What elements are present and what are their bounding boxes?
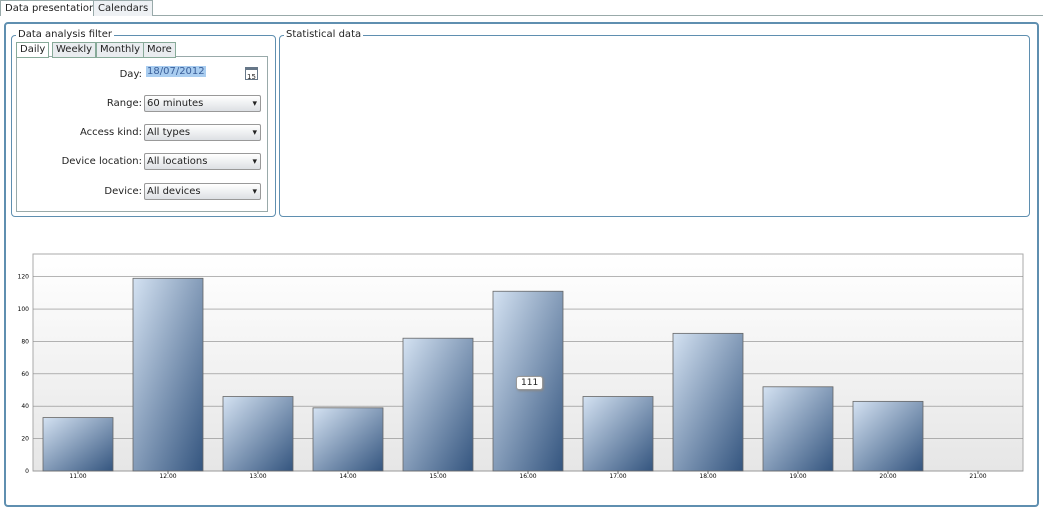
tab[interactable]: Calendars xyxy=(93,0,154,16)
dropdown[interactable]: All types xyxy=(144,124,261,141)
y-tick-label: 120 xyxy=(18,274,30,281)
x-tick-label: 16.00 xyxy=(519,473,536,480)
bar xyxy=(762,386,834,472)
x-tick-label: 15.00 xyxy=(429,473,446,480)
bar xyxy=(582,396,654,472)
filter-group: Data analysis filter xyxy=(11,29,276,217)
date-input[interactable]: 18/07/2012 xyxy=(146,66,206,77)
group-title: Statistical data xyxy=(284,29,364,40)
filter-tab[interactable]: Weekly xyxy=(52,42,97,58)
bar xyxy=(852,400,924,472)
x-tick-label: 11.00 xyxy=(69,473,86,480)
statistics-group: Statistical data xyxy=(279,29,1030,217)
x-tick-label: 13.00 xyxy=(249,473,266,480)
dropdown[interactable]: 60 minutes xyxy=(144,95,261,112)
field-label: Device: xyxy=(104,186,142,197)
field-label: Range: xyxy=(106,98,142,109)
bar xyxy=(222,396,294,472)
y-tick-label: 100 xyxy=(18,306,30,313)
x-tick-label: 14.00 xyxy=(339,473,356,480)
bar xyxy=(312,407,384,472)
x-tick-label: 21.00 xyxy=(969,473,986,480)
filter-tab[interactable]: Daily xyxy=(16,42,50,58)
y-tick-label: 60 xyxy=(21,371,29,378)
bar xyxy=(672,332,744,472)
calendar-button[interactable]: 15 xyxy=(245,67,258,81)
bar xyxy=(42,417,114,472)
tab-strip-line xyxy=(0,15,1043,16)
filter-tab[interactable]: More xyxy=(143,42,176,58)
tooltip: 111 xyxy=(516,376,544,391)
bar xyxy=(402,337,474,472)
x-tick-label: 18.00 xyxy=(699,473,716,480)
y-tick-label: 80 xyxy=(21,338,29,345)
content-frame xyxy=(4,22,1039,507)
x-tick-label: 12.00 xyxy=(159,473,176,480)
dropdown[interactable]: All devices xyxy=(144,183,261,200)
x-tick-label: 19.00 xyxy=(789,473,806,480)
bar xyxy=(132,277,204,472)
group-title: Data analysis filter xyxy=(16,29,114,40)
x-tick-label: 17.00 xyxy=(609,473,626,480)
field-label: Day: xyxy=(119,69,142,80)
x-tick-label: 20.00 xyxy=(879,473,896,480)
field-label: Device location: xyxy=(61,156,142,167)
y-tick-label: 0 xyxy=(25,468,29,475)
y-tick-label: 40 xyxy=(21,403,29,410)
y-tick-label: 20 xyxy=(21,436,29,443)
field-label: Access kind: xyxy=(79,127,142,138)
dropdown[interactable]: All locations xyxy=(144,153,261,170)
